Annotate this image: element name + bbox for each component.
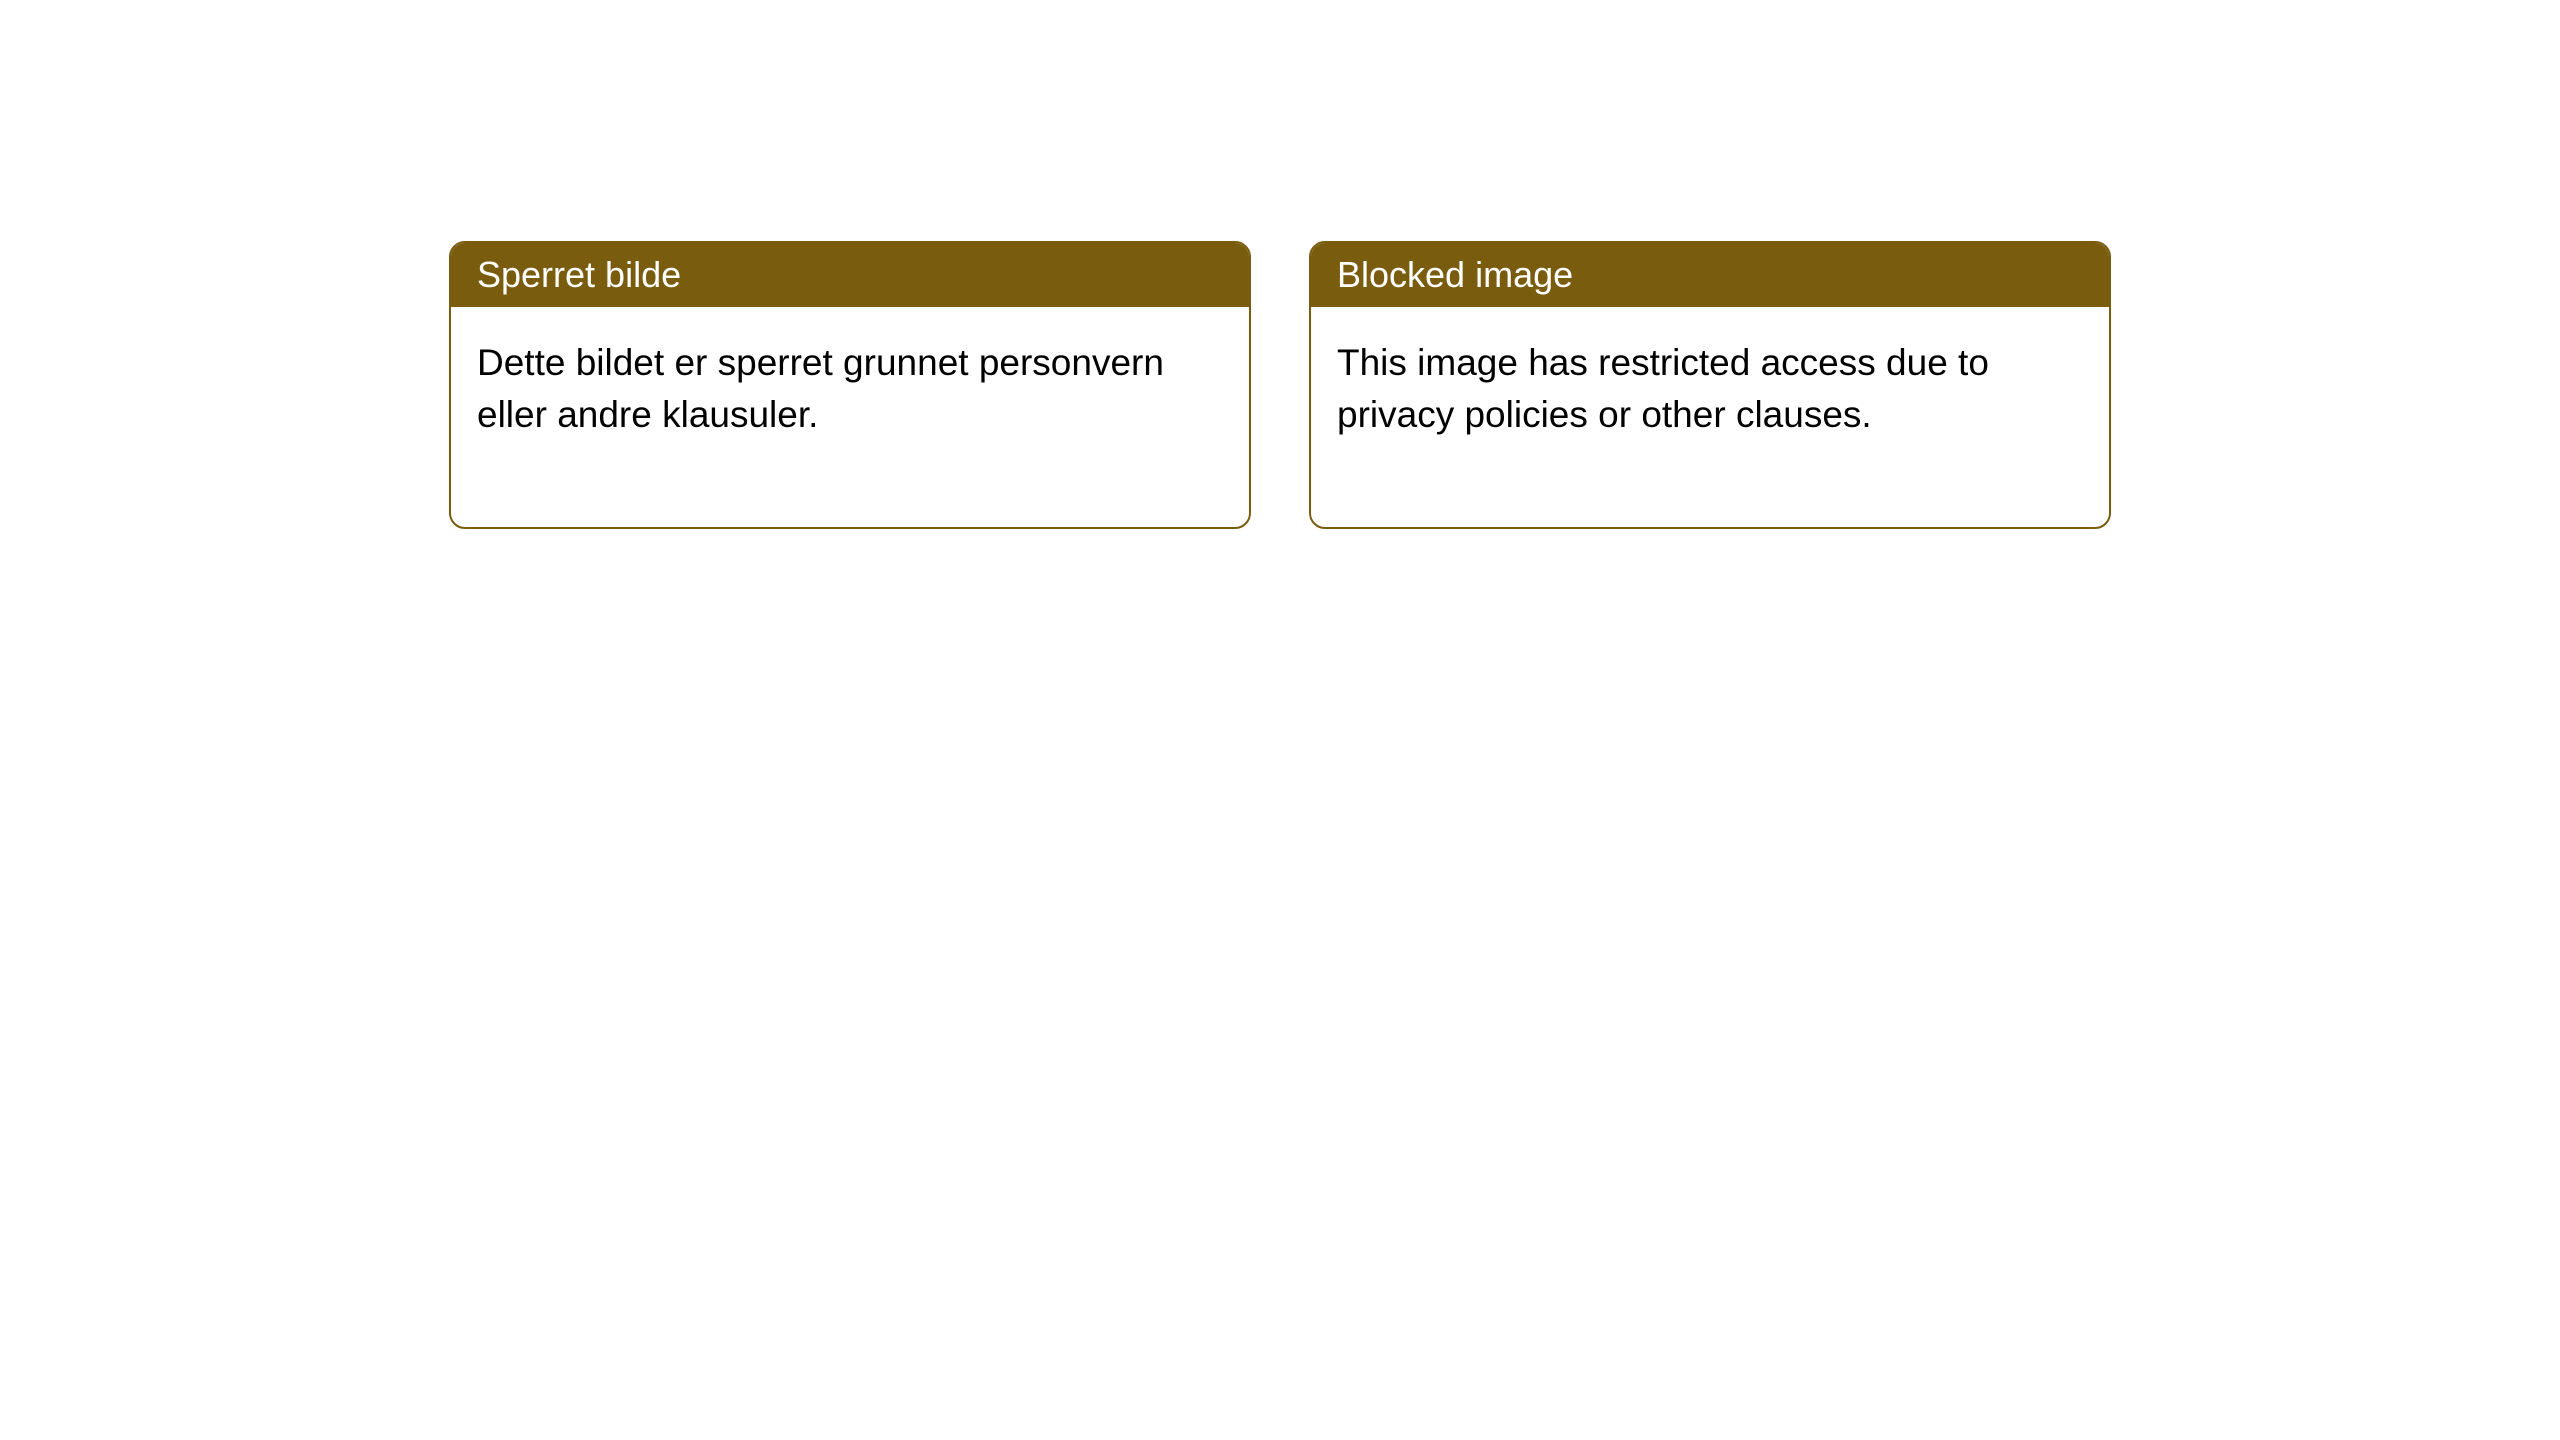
notices-container: Sperret bilde Dette bildet er sperret gr… <box>449 241 2111 529</box>
notice-text: This image has restricted access due to … <box>1337 342 1989 435</box>
notice-body: Dette bildet er sperret grunnet personve… <box>451 307 1249 527</box>
notice-body: This image has restricted access due to … <box>1311 307 2109 527</box>
notice-title: Blocked image <box>1337 254 1573 295</box>
notice-box-english: Blocked image This image has restricted … <box>1309 241 2111 529</box>
notice-header: Blocked image <box>1311 243 2109 307</box>
notice-text: Dette bildet er sperret grunnet personve… <box>477 342 1164 435</box>
notice-title: Sperret bilde <box>477 254 681 295</box>
notice-box-norwegian: Sperret bilde Dette bildet er sperret gr… <box>449 241 1251 529</box>
notice-header: Sperret bilde <box>451 243 1249 307</box>
